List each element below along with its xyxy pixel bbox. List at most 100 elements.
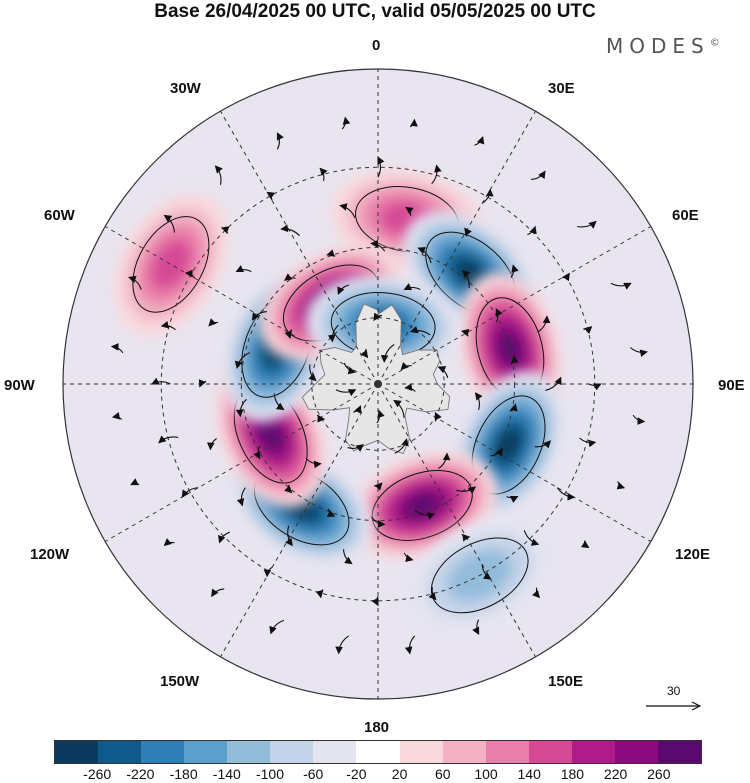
wind-arrow bbox=[308, 364, 317, 382]
wind-arrow bbox=[283, 273, 296, 281]
wind-arrow bbox=[588, 383, 602, 391]
wind-arrow bbox=[474, 135, 485, 146]
wind-arrow bbox=[234, 352, 251, 369]
wind-arrow bbox=[461, 269, 471, 289]
wind-reference-value: 30 bbox=[667, 684, 681, 698]
wind-arrow bbox=[404, 383, 416, 392]
anomaly-south-america-high bbox=[112, 192, 230, 337]
wind-arrow bbox=[482, 188, 494, 204]
colorbar-tick-label: 260 bbox=[647, 766, 671, 782]
wind-arrow bbox=[343, 362, 357, 375]
wind-arrow bbox=[276, 132, 284, 150]
anomaly-field bbox=[112, 168, 565, 633]
wind-arrow bbox=[305, 458, 322, 469]
wind-arrow bbox=[235, 265, 252, 272]
wind-arrow bbox=[632, 414, 646, 425]
wind-arrow bbox=[184, 269, 196, 279]
wind-arrow bbox=[414, 510, 436, 520]
wind-arrow bbox=[532, 587, 541, 599]
colorbar-swatch bbox=[98, 741, 142, 763]
wind-arrow bbox=[403, 283, 421, 290]
wind-arrow bbox=[556, 487, 576, 501]
wind-arrow bbox=[263, 566, 273, 578]
wind-arrow bbox=[583, 326, 593, 335]
wind-arrow bbox=[495, 308, 503, 323]
lon-label-90w: 90W bbox=[4, 377, 35, 394]
wind-arrow bbox=[335, 635, 349, 655]
wind-arrow bbox=[285, 525, 293, 547]
wind-arrow bbox=[374, 482, 383, 491]
wind-arrow bbox=[335, 389, 357, 397]
wind-arrow bbox=[111, 412, 123, 420]
lon-label-30w: 30W bbox=[170, 80, 201, 97]
colorbar-tick-label: 100 bbox=[474, 766, 498, 782]
wind-arrow bbox=[211, 588, 225, 598]
wind-arrow bbox=[163, 538, 175, 547]
wind-arrow bbox=[510, 355, 519, 365]
wind-arrow bbox=[527, 225, 537, 236]
colorbar-swatch bbox=[141, 741, 185, 763]
wind-arrow bbox=[266, 191, 275, 201]
colorbar-tick-label: 180 bbox=[560, 766, 585, 782]
colorbar-swatch bbox=[356, 741, 400, 763]
wind-arrow bbox=[280, 224, 301, 237]
wind-arrow bbox=[370, 240, 386, 252]
wind-arrow bbox=[353, 405, 362, 414]
wind-arrow bbox=[506, 496, 519, 503]
antarctica-coastline bbox=[301, 303, 451, 455]
wind-arrow bbox=[400, 362, 412, 371]
wind-arrow bbox=[337, 284, 350, 295]
colorbar-swatch bbox=[227, 741, 271, 763]
wind-reference-arrow bbox=[646, 701, 702, 711]
copyright-mark: © bbox=[709, 37, 720, 49]
wind-arrow bbox=[327, 324, 339, 343]
lon-label-90e: 90E bbox=[718, 377, 745, 394]
wind-arrow bbox=[562, 272, 570, 282]
lon-label-30e: 30E bbox=[548, 80, 575, 97]
colorbar bbox=[54, 740, 702, 764]
wind-arrow bbox=[218, 531, 231, 544]
wind-arrow bbox=[472, 619, 480, 636]
colorbar-tick-label: -140 bbox=[212, 766, 241, 782]
wind-arrow bbox=[269, 619, 285, 635]
lon-label-0: 0 bbox=[372, 37, 381, 54]
contour-south-america-high bbox=[132, 216, 210, 313]
lon-label-60e: 60E bbox=[672, 207, 699, 224]
wind-arrow bbox=[341, 116, 351, 130]
wind-arrow bbox=[110, 343, 124, 354]
colorbar-swatch bbox=[313, 741, 357, 763]
wind-arrow bbox=[394, 438, 409, 454]
colorbar-labels: -260 -220 -180 -140 -100 -60 -20 20 60 100 140 180 2… bbox=[54, 766, 702, 782]
wind-arrow bbox=[376, 409, 385, 424]
wind-arrow bbox=[371, 596, 379, 607]
wind-arrow bbox=[403, 552, 414, 563]
wind-arrow bbox=[339, 203, 356, 218]
wind-arrow bbox=[284, 329, 293, 339]
colorbar-tick-label: 60 bbox=[435, 766, 451, 782]
wind-arrow bbox=[431, 164, 442, 185]
wind-arrow bbox=[208, 318, 218, 327]
wind-arrow bbox=[509, 403, 518, 412]
map-disk bbox=[63, 69, 693, 699]
wind-arrow bbox=[490, 447, 503, 457]
colorbar-tick-label: 140 bbox=[517, 766, 541, 782]
colorbar-tick-label: -260 bbox=[83, 766, 112, 782]
lon-label-180: 180 bbox=[364, 719, 390, 736]
wind-arrow bbox=[481, 564, 492, 580]
wind-arrow bbox=[206, 438, 217, 451]
lon-label-120w: 120W bbox=[30, 546, 70, 563]
wind-arrow bbox=[456, 486, 477, 495]
wind-arrow bbox=[474, 392, 483, 411]
coastlines bbox=[301, 303, 451, 455]
wind-arrow bbox=[409, 118, 418, 128]
wind-arrow bbox=[273, 393, 285, 411]
wind-arrow bbox=[253, 445, 261, 460]
polar-map bbox=[62, 68, 694, 700]
wind-arrow bbox=[373, 312, 383, 322]
wind-arrow bbox=[236, 487, 246, 507]
wind-arrow bbox=[393, 399, 405, 418]
wind-arrow bbox=[629, 347, 648, 357]
wind-arrow bbox=[434, 411, 442, 422]
wind-arrow bbox=[438, 452, 451, 470]
lon-label-120e: 120E bbox=[675, 546, 711, 563]
